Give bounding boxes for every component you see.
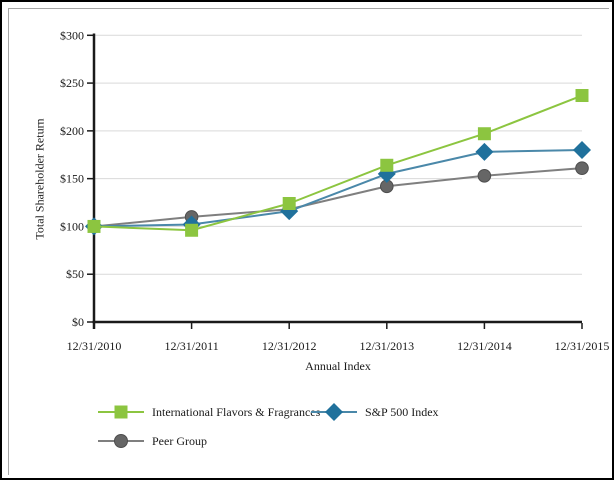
- x-tick-label: 12/31/2012: [262, 339, 317, 353]
- data-marker-diamond: [475, 142, 494, 161]
- y-tick-label: $250: [60, 76, 84, 90]
- legend-marker-square: [98, 405, 144, 419]
- y-tick-label: $50: [66, 267, 84, 281]
- y-tick-label: $150: [60, 172, 84, 186]
- data-marker-diamond: [573, 140, 591, 159]
- data-marker-square: [87, 219, 101, 233]
- legend-item-iff: International Flavors & Fragrances: [98, 403, 320, 421]
- y-tick-label: $300: [60, 28, 84, 42]
- data-marker-square: [282, 196, 296, 210]
- legend-marker-diamond: [311, 403, 357, 421]
- legend-item-sp500: S&P 500 Index: [311, 403, 439, 421]
- inner-frame-border: [8, 8, 609, 475]
- legend-marker-circle: [98, 434, 144, 448]
- x-tick-label: 12/31/2010: [67, 339, 122, 353]
- x-tick-label: 12/31/2015: [555, 339, 610, 353]
- data-marker-square: [185, 223, 199, 237]
- legend-label-peer-group: Peer Group: [152, 433, 207, 448]
- y-axis-title: Total Shareholder Return: [32, 118, 47, 240]
- x-tick-label: 12/31/2014: [457, 339, 512, 353]
- data-marker-square: [575, 89, 589, 103]
- data-marker-square: [477, 127, 491, 141]
- x-axis-title: Annual Index: [305, 359, 371, 373]
- legend-item-peer-group: Peer Group: [98, 432, 207, 450]
- data-marker-circle: [477, 168, 492, 183]
- legend-label-sp500: S&P 500 Index: [365, 404, 439, 419]
- data-marker-circle: [575, 161, 589, 175]
- series-line-circle: [93, 167, 583, 228]
- data-marker-square: [380, 158, 394, 172]
- legend-label-iff: International Flavors & Fragrances: [152, 404, 321, 419]
- y-tick-label: $100: [60, 219, 84, 233]
- x-tick-label: 12/31/2011: [164, 339, 218, 353]
- series-line-square: [93, 94, 583, 232]
- y-tick-label: $200: [60, 124, 84, 138]
- y-tick-label: $0: [72, 315, 84, 329]
- series-line-diamond: [93, 148, 583, 228]
- x-tick-label: 12/31/2013: [359, 339, 414, 353]
